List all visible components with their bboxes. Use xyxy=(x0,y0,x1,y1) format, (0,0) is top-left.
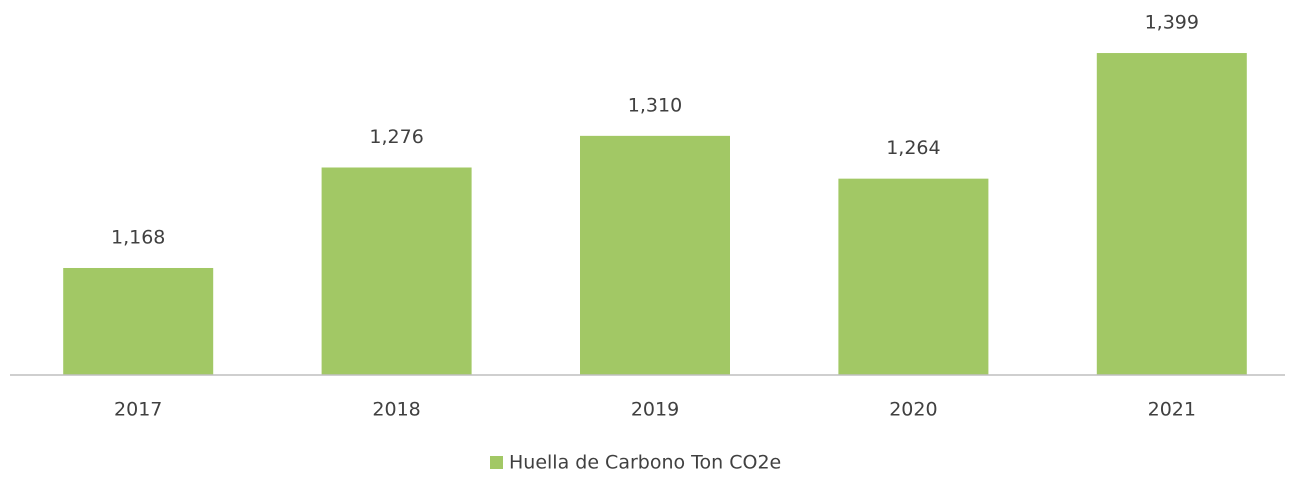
x-tick-label: 2020 xyxy=(889,399,937,421)
x-tick-label: 2021 xyxy=(1148,399,1196,421)
legend-swatch xyxy=(490,456,503,469)
legend-label: Huella de Carbono Ton CO2e xyxy=(509,452,781,474)
data-label: 1,399 xyxy=(1145,12,1199,34)
x-tick-label: 2018 xyxy=(372,399,420,421)
bar xyxy=(838,178,989,375)
data-label: 1,310 xyxy=(628,94,682,116)
bar xyxy=(321,167,472,375)
bar xyxy=(63,267,214,375)
data-label: 1,264 xyxy=(886,137,940,159)
x-tick-label: 2017 xyxy=(114,399,162,421)
bar xyxy=(580,135,730,375)
data-label: 1,276 xyxy=(369,126,423,148)
data-label: 1,168 xyxy=(111,226,165,248)
x-tick-label: 2019 xyxy=(631,399,679,421)
bar xyxy=(1096,53,1247,375)
